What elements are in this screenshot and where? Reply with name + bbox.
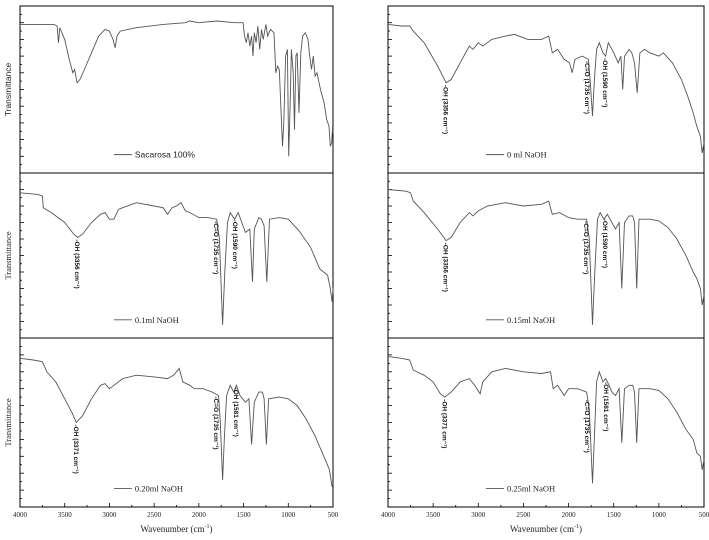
x-axis-title: Wavenumber (cm-1)	[510, 524, 582, 534]
peak-annotation: -OH (1590 cm⁻¹)	[601, 58, 608, 107]
peak-annotation: -C=O (1735 cm⁻¹)	[583, 400, 590, 453]
plot-frame	[19, 172, 334, 339]
spectrum-panel: 0.1ml NaOH -OH (3356 cm⁻¹) -C=O (1735 cm⁻¹…	[3, 172, 334, 339]
peak-annotation: -OH (1590 cm⁻¹)	[231, 220, 238, 269]
legend-label: 0.1ml NaOH	[135, 315, 179, 325]
spectrum-line	[387, 189, 705, 325]
x-tick-label: 2500	[516, 511, 531, 519]
peak-annotation: -OH (1581 cm⁻¹)	[232, 388, 239, 437]
spectrum-panel: 0 ml NaOH -OH (3356 cm⁻¹) -C=O (1735 cm⁻¹)…	[387, 5, 705, 174]
peak-annotation: -C=O (1735 cm⁻¹)	[582, 221, 589, 274]
y-axis-label: Transmittance	[3, 231, 13, 280]
spectrum-line	[20, 20, 334, 157]
spectrum-line	[19, 192, 334, 325]
x-tick-label: 1500	[237, 511, 252, 519]
x-tick-label: 2000	[192, 511, 207, 519]
x-tick-label: 3000	[102, 511, 117, 519]
peak-annotation: -OH (1581 cm⁻¹)	[602, 382, 609, 431]
x-tick-label: 4000	[13, 511, 28, 519]
x-tick-label: 3500	[58, 511, 73, 519]
peak-annotation: -C=O (1735 cm⁻¹)	[212, 396, 219, 449]
legend-label: 0.20ml NaOH	[135, 483, 183, 493]
peak-annotation: -OH (3356 cm⁻¹)	[442, 85, 449, 134]
spectrum-panel: 0.20ml NaOH -OH (3371 cm⁻¹) -C=O (1735 cm⁻…	[3, 337, 334, 508]
x-axis-title: Wavenumber (cm-1)	[141, 524, 213, 534]
plot-frame	[387, 5, 705, 174]
peak-annotation: -OH (3371 cm⁻¹)	[72, 425, 79, 474]
y-axis-label: Transmittance	[3, 62, 13, 116]
legend-label: 0 ml NaOH	[507, 150, 547, 160]
peak-annotation: -OH (3371 cm⁻¹)	[440, 399, 447, 448]
x-tick-label: 3000	[471, 511, 486, 519]
legend-label: Sacarosa 100%	[135, 150, 195, 160]
x-tick-label: 4000	[381, 511, 396, 519]
peak-annotation: -OH (3356 cm⁻¹)	[442, 243, 449, 292]
x-tick-label: 500	[699, 511, 709, 519]
peak-annotation: -OH (1590 cm⁻¹)	[601, 219, 608, 268]
peak-annotation: -C=O (1735 cm⁻¹)	[583, 61, 590, 114]
x-tick-label: 3500	[426, 511, 441, 519]
spectrum-line	[19, 357, 334, 487]
x-tick-label: 2500	[147, 511, 162, 519]
spectrum-panel: 0.25ml NaOH -OH (3371 cm⁻¹) -C=O (1735 cm⁻…	[387, 337, 705, 508]
y-axis-label: Transmittance	[3, 398, 13, 447]
spectrum-line	[387, 23, 705, 154]
peak-annotation: -C=O (1735 cm⁻¹)	[212, 221, 219, 274]
x-tick-label: 1000	[281, 511, 296, 519]
legend-label: 0.25ml NaOH	[507, 483, 555, 493]
legend-label: 0.15ml NaOH	[507, 315, 555, 325]
spectrum-panel: 0.15ml NaOH -OH (3356 cm⁻¹) -C=O (1735 cm⁻…	[387, 172, 705, 339]
plot-frame	[19, 5, 334, 174]
spectrum-line	[387, 356, 705, 484]
spectrum-panel: Sacarosa 100% Transmittance	[3, 5, 334, 174]
x-tick-label: 1500	[607, 511, 622, 519]
x-tick-label: 500	[328, 511, 339, 519]
plot-frame	[387, 172, 705, 339]
plot-frame	[19, 337, 334, 508]
peak-annotation: -OH (3356 cm⁻¹)	[73, 239, 80, 288]
x-tick-label: 1000	[652, 511, 667, 519]
x-tick-label: 2000	[562, 511, 577, 519]
plot-frame	[387, 337, 705, 508]
